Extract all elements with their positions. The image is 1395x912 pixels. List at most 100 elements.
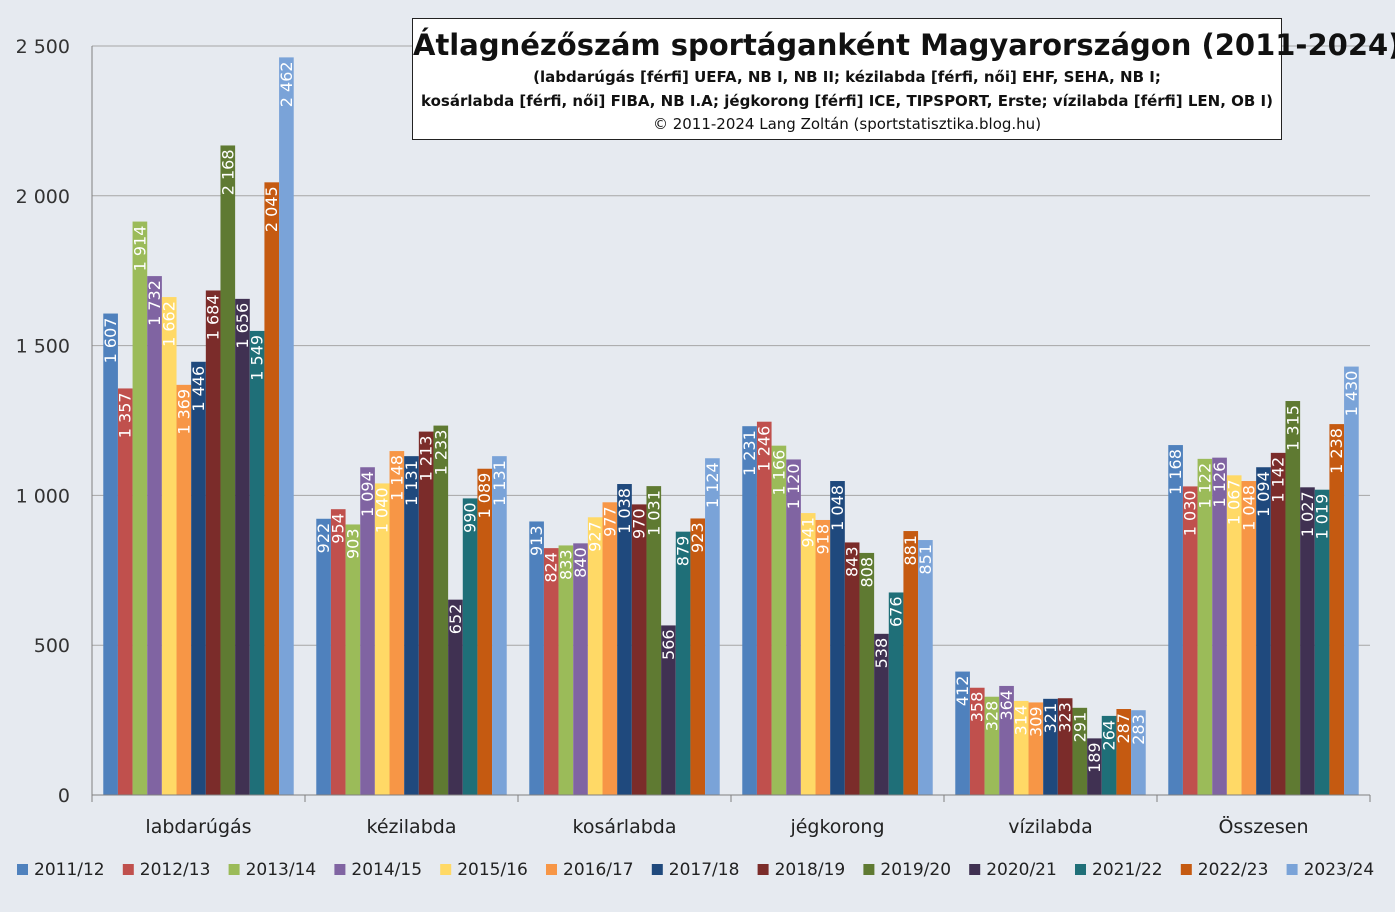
data-label: 1 446 [189,366,208,412]
bar [1013,700,1029,795]
data-label: 1 430 [1342,371,1361,417]
data-label: 364 [997,690,1016,721]
bar [220,145,236,796]
data-label: 1 089 [475,473,494,519]
bar [360,467,375,795]
data-label: 1 246 [755,426,774,472]
bars [103,57,1359,796]
bar [543,548,559,795]
bar [404,456,419,795]
data-label: 1 019 [1313,494,1332,540]
bar [264,182,280,795]
bar [176,384,192,795]
data-label: 1 122 [1195,463,1214,509]
bar [756,421,772,795]
data-label: 840 [571,547,590,578]
data-label: 843 [843,546,862,577]
legend-swatch [969,864,981,875]
data-label: 824 [542,552,561,583]
legend-label: 2015/16 [457,860,528,880]
legend-label: 2012/13 [140,860,211,880]
bar [1212,457,1227,795]
legend-swatch [1286,864,1298,875]
data-label: 287 [1114,713,1133,744]
data-label: 881 [901,535,920,566]
data-label: 1 315 [1283,405,1302,451]
bar [345,524,361,795]
bar [1300,487,1315,795]
legend-label: 2019/20 [880,860,951,880]
bar [631,504,647,795]
data-label: 2 462 [277,61,296,107]
x-category-label: vízilabda [1008,816,1092,838]
bar [147,276,162,796]
bar [602,502,618,795]
legend-swatch [1075,864,1086,875]
bar [1197,458,1213,795]
data-label: 1 048 [828,485,847,531]
data-label: 1 732 [145,280,164,326]
data-label: 1 148 [387,455,406,501]
data-label: 676 [887,596,906,627]
bar [800,513,816,795]
chart-copyright: © 2011-2024 Lang Zoltán (sportstatisztik… [652,115,1042,133]
legend-label: 2017/18 [669,860,740,880]
legend-label: 2022/23 [1198,860,1269,880]
bar [1314,489,1330,795]
y-tick-label: 2 500 [16,36,70,58]
bar [918,540,933,795]
data-label: 2 045 [262,186,281,232]
data-label: 1 233 [431,430,450,476]
y-tick-label: 1 500 [16,336,70,358]
data-label: 1 656 [233,303,252,349]
x-category-label: kosárlabda [573,816,677,838]
data-label: 1 048 [1239,485,1258,531]
bar [161,297,177,795]
bar [646,486,662,795]
data-label: 566 [659,629,678,660]
bar [984,696,1000,795]
data-label: 1 357 [116,392,135,438]
bar [587,517,603,795]
y-axis: 0 500 1 000 1 500 2 000 2 500 [16,36,70,807]
data-label: 1 549 [248,335,267,381]
bar [316,518,331,795]
data-label: 1 031 [644,490,663,536]
bar [433,425,449,795]
data-label: 990 [461,502,480,533]
data-label: 652 [446,604,465,635]
data-label: 913 [527,525,546,556]
data-label: 1 142 [1269,457,1288,503]
bar [742,426,757,795]
bar [1131,710,1146,795]
data-label: 291 [1070,712,1089,743]
legend-swatch [334,864,346,875]
data-label: 923 [688,522,707,553]
data-label: 1 131 [490,460,509,506]
bar [1270,452,1286,795]
bar [1285,401,1301,795]
bar [844,542,860,795]
bar [1226,475,1242,795]
legend-label: 2014/15 [351,860,422,880]
data-label: 323 [1056,702,1075,733]
y-tick-label: 1 000 [16,485,70,507]
legend-swatch [757,864,769,875]
data-label: 954 [329,513,348,544]
data-label: 1 030 [1181,490,1200,536]
chart-subtitle-line2: kosárlabda [férfi, női] FIBA, NB I.A; jé… [421,92,1273,110]
data-label: 1 126 [1210,462,1229,508]
chart-title-box: Átlagnézőszám sportáganként Magyarország… [412,18,1395,140]
data-label: 1 038 [615,488,634,534]
bar [705,458,720,795]
data-label: 264 [1100,720,1119,751]
bar [529,521,544,795]
bar [1168,445,1183,795]
bar [1057,698,1073,795]
x-category-label: jégkorong [789,816,884,838]
data-label: 283 [1129,714,1148,745]
data-label: 977 [600,506,619,537]
bar [786,459,801,795]
bar [418,431,434,795]
